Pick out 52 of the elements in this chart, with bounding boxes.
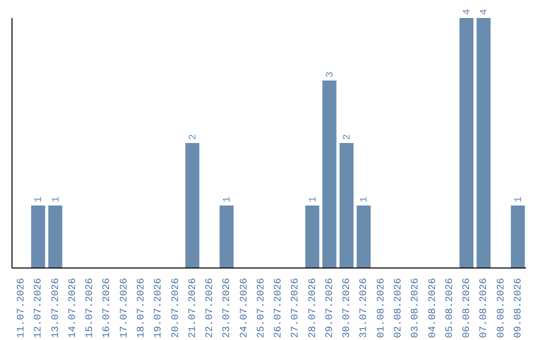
bar: [459, 18, 474, 268]
x-tick-label: 16.07.2026: [102, 278, 114, 338]
x-tick-label: 24.07.2026: [239, 278, 250, 338]
x-tick-label: 20.07.2026: [170, 278, 182, 338]
data-label: 1: [360, 196, 371, 202]
x-tick-label: 07.08.2026: [479, 278, 490, 338]
x-tick-label: 06.08.2026: [462, 278, 474, 338]
data-label: 4: [480, 8, 491, 15]
x-tick-label: 19.07.2026: [154, 278, 165, 338]
x-tick-label: 09.08.2026: [513, 278, 524, 338]
x-tick-label: 08.08.2026: [496, 278, 508, 338]
x-tick-label: 28.07.2026: [308, 278, 319, 338]
x-tick-label: 13.07.2026: [50, 278, 62, 338]
x-tick-label: 23.07.2026: [222, 278, 234, 338]
x-tick-label: 18.07.2026: [136, 278, 148, 338]
x-tick-label: 04.08.2026: [428, 278, 439, 338]
data-label: 1: [514, 196, 525, 202]
bar: [476, 18, 491, 268]
data-label: 1: [222, 196, 234, 202]
x-tick-label: 27.07.2026: [290, 278, 302, 338]
x-tick-label: 31.07.2026: [359, 278, 370, 338]
x-tick-label: 02.08.2026: [394, 278, 404, 338]
data-label: 1: [308, 196, 320, 202]
data-label: 1: [51, 196, 62, 202]
x-tick-label: 15.07.2026: [85, 278, 96, 338]
data-label: 2: [188, 134, 200, 140]
x-tick-label: 25.07.2026: [256, 278, 268, 338]
bar: [356, 206, 371, 268]
x-tick-label: 03.08.2026: [410, 278, 422, 338]
x-tick-label: 11.07.2026: [16, 278, 28, 338]
x-tick-label: 17.07.2026: [119, 278, 130, 338]
bar: [340, 143, 354, 268]
x-tick-label: 12.07.2026: [34, 278, 45, 338]
x-tick-label: 26.07.2026: [274, 278, 285, 338]
x-tick-label: 29.07.2026: [324, 278, 336, 338]
x-tick-label: 22.07.2026: [205, 278, 216, 338]
x-tick-label: 21.07.2026: [188, 278, 199, 338]
bar: [510, 206, 525, 268]
data-label: 2: [342, 134, 354, 140]
data-label: 1: [34, 196, 46, 202]
bar: [305, 206, 320, 268]
x-tick-label: 14.07.2026: [68, 278, 79, 338]
data-label: 4: [462, 8, 474, 15]
x-tick-label: 01.08.2026: [376, 278, 388, 338]
x-tick-label: 30.07.2026: [342, 278, 354, 338]
bar: [31, 206, 46, 268]
bar: [220, 206, 234, 268]
data-label: 3: [325, 71, 336, 78]
bar: [185, 143, 200, 268]
bar: [322, 80, 336, 268]
bar: [48, 206, 62, 268]
x-tick-label: 05.08.2026: [444, 278, 456, 338]
